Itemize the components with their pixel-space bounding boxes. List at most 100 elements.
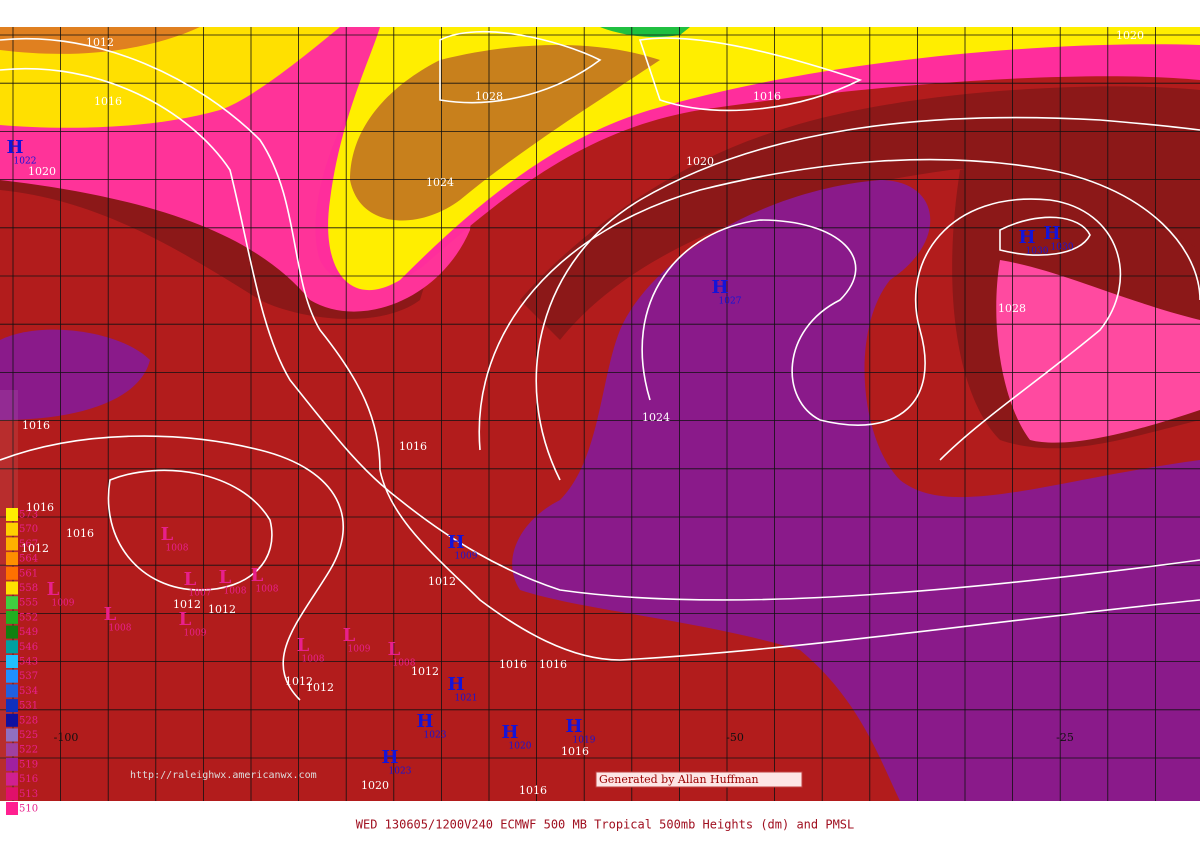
isobar-label: 1016 [22, 419, 50, 432]
longitude-label: -50 [726, 731, 744, 744]
legend-swatch [6, 537, 18, 551]
isobar-label: 1012 [306, 681, 334, 694]
system-symbol: H [1018, 227, 1035, 248]
legend-label: 528 [19, 715, 38, 726]
isobar-label: 1016 [399, 440, 427, 453]
lat-lon-grid [0, 27, 1200, 801]
legend-label: 522 [19, 745, 38, 756]
system-pressure: 1008 [393, 659, 416, 669]
legend-label: 570 [19, 524, 38, 535]
system-pressure: 1030 [1026, 247, 1049, 257]
system-pressure: 1008 [302, 655, 325, 665]
system-symbol: L [104, 604, 117, 625]
legend-swatch [6, 757, 18, 771]
isobar-label: 1028 [475, 90, 503, 103]
isobar-label: 1012 [86, 36, 114, 49]
legend-label: 573 [19, 510, 38, 521]
system-symbol: H [6, 137, 23, 158]
system-pressure: 1009 [455, 552, 478, 562]
system-pressure: 1030 [1051, 243, 1074, 253]
system-pressure: 1008 [109, 624, 132, 634]
credit: Generated by Allan Huffman [599, 773, 759, 786]
system-pressure: 1020 [509, 742, 532, 752]
legend-label: 534 [19, 686, 38, 697]
isobar-label: 1012 [21, 542, 49, 555]
isobar-label: 1012 [173, 598, 201, 611]
legend-label: 510 [19, 804, 38, 815]
legend-label: 525 [19, 730, 38, 741]
isobars [0, 30, 1200, 701]
legend-swatch [6, 566, 18, 580]
legend-label: 549 [19, 627, 38, 638]
isobar-label: 1016 [26, 501, 54, 514]
system-symbol: L [47, 579, 60, 600]
legend-swatch [6, 640, 18, 654]
legend-swatch [6, 699, 18, 713]
legend-label: 555 [19, 598, 38, 609]
isobar-label: 1016 [94, 95, 122, 108]
orange-band-east [350, 45, 660, 221]
system-symbol: H [447, 674, 464, 695]
system-symbol: H [447, 532, 464, 553]
isobar-label: 1020 [28, 165, 56, 178]
isobar-label: 1012 [208, 603, 236, 616]
legend-swatch [6, 684, 18, 698]
legend-label: 516 [19, 774, 38, 785]
isobar-label: 1016 [753, 90, 781, 103]
map-labels: -100 -50 -25101210161020102810241016102010… [6, 29, 1144, 797]
credit-box [595, 771, 803, 788]
legend-swatch [6, 655, 18, 668]
dark-ridge [520, 86, 1200, 340]
system-symbol: L [219, 567, 232, 588]
legend-swatch [6, 581, 18, 595]
legend-label: 567 [19, 539, 38, 550]
purple-west [0, 329, 150, 420]
legend-swatch [6, 522, 18, 536]
legend-swatch [6, 596, 18, 610]
system-symbol: L [297, 635, 310, 656]
longitude-label: -25 [1056, 731, 1074, 744]
system-symbol: H [711, 277, 728, 298]
legend-label: 558 [19, 583, 38, 594]
legend-swatch [6, 728, 18, 742]
legend-label: 543 [19, 657, 38, 668]
system-pressure: 1021 [455, 694, 478, 704]
system-symbol: H [1043, 223, 1060, 244]
isobar-label: 1016 [519, 784, 547, 797]
system-pressure: 1007 [189, 589, 212, 599]
source-url: http://raleighwx.americanwx.com [130, 770, 317, 781]
purple-region [512, 180, 1200, 801]
system-symbol: L [161, 524, 174, 545]
system-pressure: 1009 [348, 645, 371, 655]
legend-swatch [6, 713, 18, 727]
system-symbol: L [343, 625, 356, 646]
isobar-label: 1020 [1116, 29, 1144, 42]
pink-core [996, 260, 1200, 443]
legend-swatch [6, 669, 18, 683]
legend-label: 564 [19, 554, 38, 565]
legend-label: 546 [19, 642, 38, 653]
isobar-label: 1012 [428, 575, 456, 588]
color-legend: 573 570 567 564 561 558 555 552 549 546 543 537 534 5… [6, 508, 38, 815]
legend-label: 531 [19, 701, 38, 712]
system-pressure: 1023 [424, 731, 447, 741]
system-symbol: H [565, 716, 582, 737]
system-pressure: 1008 [166, 544, 189, 554]
system-symbol: H [416, 711, 433, 732]
system-symbol: L [179, 609, 192, 630]
legend-swatch [6, 743, 18, 757]
system-pressure: 1019 [573, 736, 596, 746]
system-pressure: 1022 [14, 157, 37, 167]
isobar-label: 1028 [998, 302, 1026, 315]
isobar-label: 1024 [642, 411, 670, 424]
green-patch [600, 27, 690, 38]
legend-swatch [6, 625, 18, 639]
isobar-label: 1012 [411, 665, 439, 678]
legend-label: 519 [19, 759, 38, 770]
isobar-label: 1020 [686, 155, 714, 168]
system-symbol: L [388, 639, 401, 660]
legend-swatch [6, 772, 18, 786]
system-pressure: 1009 [184, 629, 207, 639]
footer-title: WED 130605/1200V240 ECMWF 500 MB Tropica… [356, 818, 855, 832]
